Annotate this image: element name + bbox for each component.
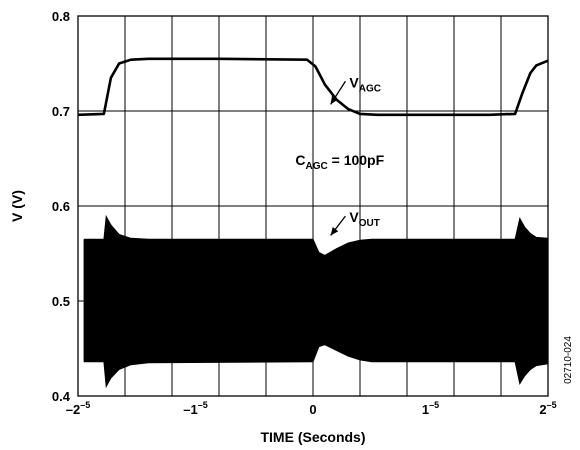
y-tick-labels: 0.4 0.5 0.6 0.7 0.8 <box>52 9 71 404</box>
vagc-series <box>77 57 549 117</box>
plot-frame <box>77 15 549 397</box>
vout-lower-envelope <box>83 344 549 389</box>
vout-upper-envelope <box>83 214 549 256</box>
y-tick-label: 0.8 <box>52 9 70 24</box>
y-tick-label: 0.7 <box>52 104 70 119</box>
annotation-label: VAGC <box>349 74 381 94</box>
x-tick-label: 0 <box>309 402 316 417</box>
vout-series <box>83 214 549 389</box>
vout-oscillation <box>83 217 549 386</box>
annotation-arrowhead <box>330 227 339 236</box>
x-tick-label: 2–5 <box>539 400 556 417</box>
annotation-label: VOUT <box>349 209 379 229</box>
y-tick-label: 0.6 <box>52 199 70 214</box>
vagc-line <box>77 57 549 117</box>
y-tick-label: 0.5 <box>52 294 70 309</box>
x-tick-label: –2–5 <box>66 400 90 417</box>
x-axis-label: TIME (Seconds) <box>260 429 365 445</box>
annotations: VAGC CAGC = 100pF VOUT <box>295 74 385 236</box>
figure-code: 02710-024 <box>563 336 574 384</box>
y-axis-label: V (V) <box>9 190 25 222</box>
annotation-label: CAGC = 100pF <box>295 152 384 172</box>
x-tick-label: –1–5 <box>183 400 207 417</box>
y-tick-label: 0.4 <box>52 389 71 404</box>
x-tick-labels: –2–5 –1–5 0 1–5 2–5 <box>66 400 557 417</box>
annotation-arrowhead <box>330 95 338 105</box>
x-tick-label: 1–5 <box>422 400 439 417</box>
